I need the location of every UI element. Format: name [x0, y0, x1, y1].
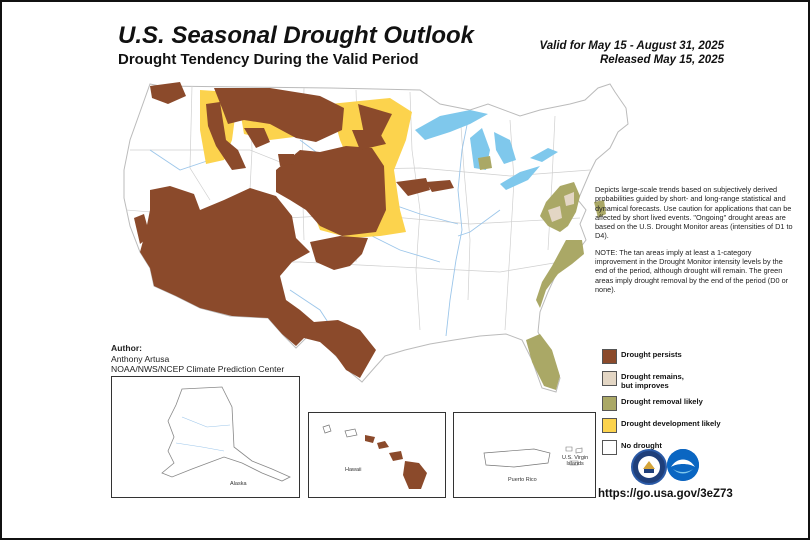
- notes-tan-green: NOTE: The tan areas imply at least a 1-c…: [595, 247, 789, 294]
- author-org: NOAA/NWS/NCEP Climate Prediction Center: [111, 364, 285, 374]
- legend-label-improves-2: but improves: [621, 381, 669, 390]
- author-block: Author: Anthony Artusa NOAA/NWS/NCEP Cli…: [111, 343, 284, 375]
- legend-label-persists: Drought persists: [621, 350, 682, 359]
- noaa-logo-icon: [667, 449, 699, 481]
- drought-improves-regions: [548, 192, 574, 222]
- great-lakes: [415, 110, 558, 190]
- legend-swatch-improves: [602, 371, 617, 386]
- legend-swatch-persists: [602, 349, 617, 364]
- hawaii-label: Hawaii: [345, 467, 362, 473]
- valid-line: Valid for May 15 - August 31, 2025: [539, 40, 725, 52]
- drought-persists-regions: [134, 82, 454, 378]
- legend-label-removal: Drought removal likely: [621, 397, 703, 406]
- author-name: Anthony Artusa: [111, 353, 170, 364]
- valid-period: Valid for May 15 - August 31, 2025 Relea…: [540, 39, 725, 67]
- department-of-commerce-seal-icon: [631, 449, 667, 485]
- alaska-shape: [161, 386, 291, 482]
- alaska-label: Alaska: [230, 481, 247, 487]
- hawaii-shape: [322, 424, 427, 489]
- legend-label-none: No drought: [621, 441, 662, 450]
- legend-swatch-development: [602, 418, 617, 433]
- released-line: Released May 15, 2025: [599, 54, 724, 66]
- puerto-rico-inset: Puerto Rico U.S. Virgin Islands: [453, 412, 596, 498]
- legend-label-development: Drought development likely: [621, 419, 721, 428]
- notes-description: Depicts large-scale trends based on subj…: [595, 185, 793, 241]
- puerto-rico-label: Puerto Rico: [508, 477, 537, 483]
- map-subtitle: Drought Tendency During the Valid Period: [118, 51, 419, 68]
- hawaii-inset: Hawaii: [308, 412, 446, 498]
- legend-label-improves: Drought remains,: [621, 372, 684, 381]
- outlook-url-link[interactable]: https://go.usa.gov/3eZ73: [598, 488, 733, 500]
- author-heading: Author:: [111, 343, 143, 353]
- outlook-notes: Depicts large-scale trends based on subj…: [595, 185, 795, 301]
- map-title: U.S. Seasonal Drought Outlook: [118, 22, 475, 49]
- virgin-islands-label: U.S. Virgin Islands: [562, 455, 589, 467]
- legend-swatch-removal: [602, 396, 617, 411]
- alaska-inset: Alaska: [111, 376, 300, 498]
- legend-swatch-none: [602, 440, 617, 455]
- puerto-rico-shape: [483, 446, 583, 468]
